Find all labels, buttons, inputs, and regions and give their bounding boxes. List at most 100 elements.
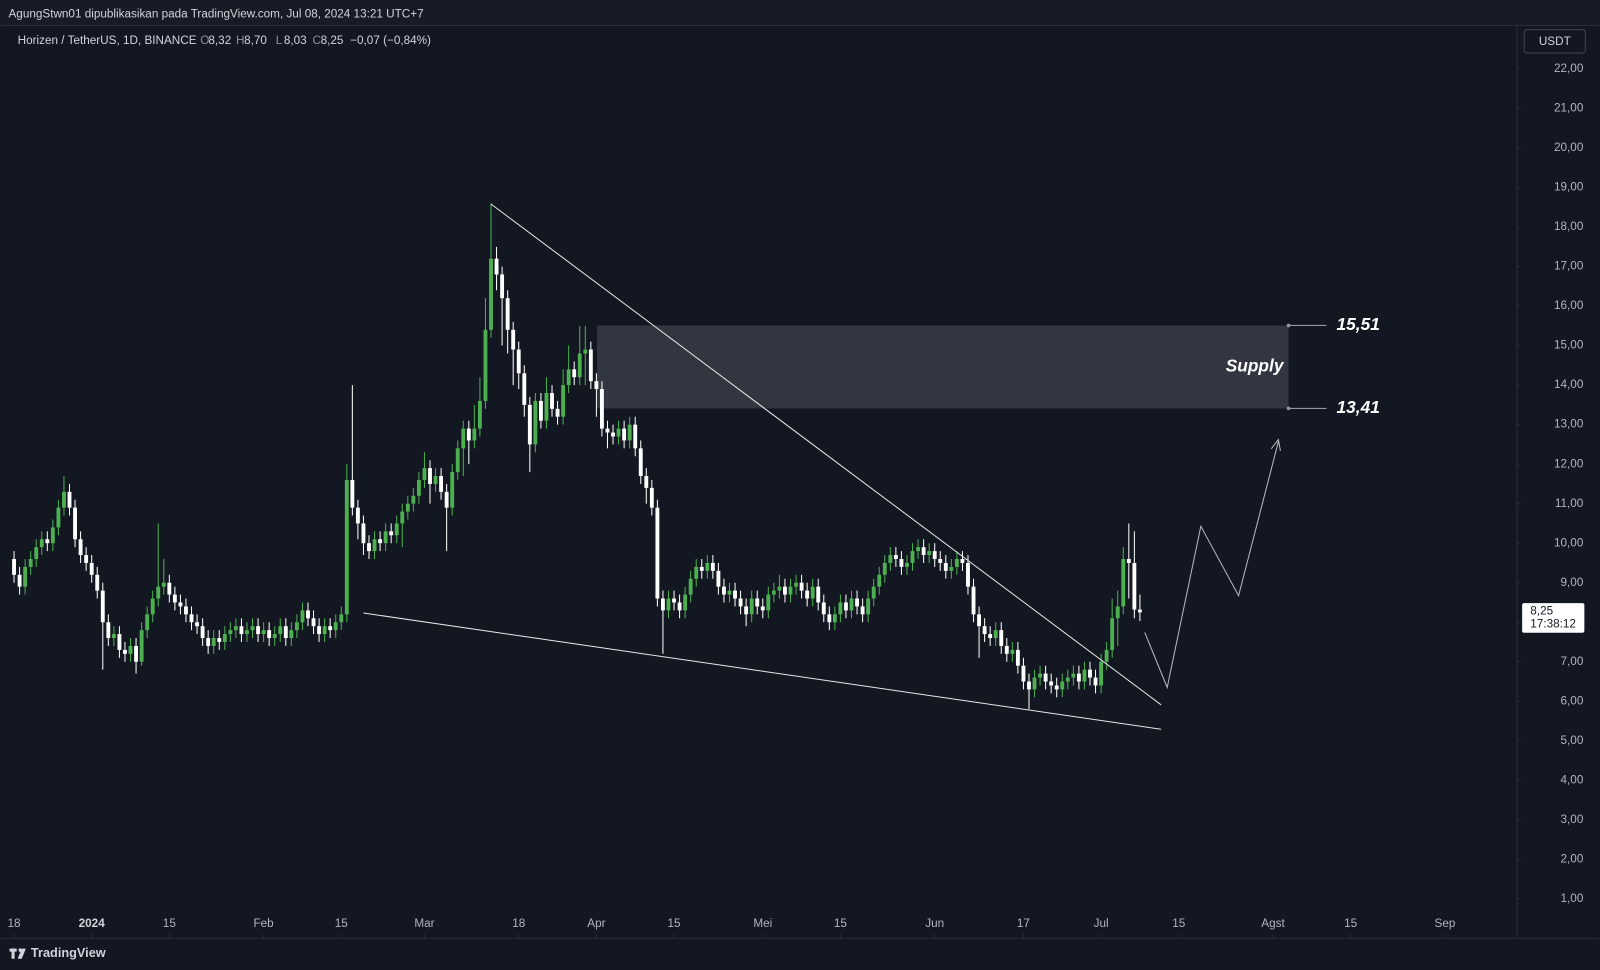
candle-body: [799, 582, 804, 591]
candle-body: [705, 562, 710, 571]
candle-body: [256, 626, 261, 635]
tradingview-logo: [9, 948, 26, 959]
candle-body: [727, 590, 732, 595]
candle-body: [477, 400, 482, 429]
candle-body: [494, 258, 499, 275]
currency-button[interactable]: [1523, 29, 1586, 54]
candle-body: [500, 274, 505, 299]
y-tick-label: 3,00: [1561, 813, 1584, 826]
candle-body: [866, 598, 871, 615]
candle-body: [1021, 665, 1026, 682]
y-tick-label: 12,00: [1554, 457, 1584, 470]
x-tick-label: Mei: [753, 917, 772, 930]
candle-body: [411, 495, 416, 504]
candle-body: [383, 531, 388, 544]
candle-body: [599, 389, 604, 429]
x-tick-label: 17: [1017, 917, 1030, 930]
x-tick-label: 2024: [79, 917, 106, 930]
candle-body: [860, 606, 865, 615]
candle-body: [444, 491, 449, 508]
candle-body: [1099, 661, 1104, 686]
candle-body: [1076, 673, 1081, 682]
candle-body: [1137, 609, 1142, 613]
candle-body: [516, 349, 521, 374]
candle-body: [594, 381, 599, 390]
supply-level-point: [1286, 323, 1291, 328]
candle-body: [200, 626, 205, 639]
candle-body: [1104, 649, 1109, 662]
y-tick-label: 21,00: [1554, 102, 1584, 115]
candle-body: [677, 602, 682, 611]
candle-body: [672, 598, 676, 603]
candle-body: [605, 428, 610, 433]
x-tick-label: 18: [8, 917, 22, 930]
candle-body: [350, 479, 355, 508]
candle-body: [1132, 562, 1137, 610]
candle-body: [577, 353, 582, 378]
candle-body: [805, 590, 810, 599]
candle-body: [1027, 681, 1031, 690]
countdown: 17:38:12: [1530, 618, 1576, 631]
candle-body: [267, 630, 272, 639]
candle-body: [716, 570, 721, 587]
candle-body: [300, 610, 305, 623]
candle-body: [455, 448, 460, 473]
candle-body: [1088, 669, 1092, 678]
candle-body: [100, 590, 105, 623]
candle-body: [328, 626, 333, 631]
candle-body: [150, 598, 155, 615]
projection-path: [1144, 441, 1279, 690]
candle-body: [206, 638, 211, 646]
supply-label: Supply: [1226, 356, 1285, 376]
candle-body: [999, 630, 1004, 646]
candle-body: [794, 582, 798, 587]
candle-body: [28, 559, 33, 567]
candle-body: [733, 590, 737, 599]
candle-body: [960, 559, 965, 563]
candle-body: [943, 562, 948, 571]
y-tick-label: 2,00: [1561, 852, 1584, 865]
candle-body: [89, 562, 94, 575]
candle-body: [372, 539, 377, 552]
candle-body: [694, 566, 699, 579]
candle-body: [428, 468, 432, 484]
candle-body: [511, 329, 516, 350]
candle-body: [844, 602, 848, 611]
candle-body: [771, 590, 776, 595]
candle-body: [611, 432, 615, 437]
candle-body: [1004, 645, 1009, 654]
last-price-label: 8,25: [1530, 604, 1553, 617]
candle-body: [1115, 606, 1120, 619]
y-tick-label: 9,00: [1561, 576, 1584, 589]
candle-body: [50, 527, 55, 544]
candle-body: [738, 598, 743, 607]
legend-key: O: [200, 34, 209, 47]
candle-body: [250, 626, 255, 631]
x-tick-label: 15: [1344, 917, 1358, 930]
candle-body: [555, 408, 560, 417]
supply-zone: [597, 325, 1289, 409]
y-tick-label: 14,00: [1554, 378, 1584, 391]
candle-body: [849, 598, 854, 611]
y-tick-label: 1,00: [1561, 892, 1584, 905]
candle-body: [400, 511, 405, 524]
candle-body: [622, 428, 627, 441]
candle-body: [877, 574, 882, 587]
candle-body: [73, 507, 77, 540]
x-tick-label: Feb: [254, 917, 275, 930]
legend-value: 8,03: [284, 34, 307, 47]
candle-body: [644, 476, 649, 488]
projection-arrowhead: [1270, 438, 1281, 451]
candle-body: [899, 559, 904, 567]
candle-body: [760, 606, 765, 611]
candle-body: [222, 634, 227, 642]
candle-body: [195, 622, 200, 627]
x-tick-label: Apr: [587, 917, 605, 930]
candle-body: [971, 586, 976, 615]
currency-label[interactable]: USDT: [1539, 35, 1571, 48]
candle-body: [134, 645, 138, 662]
x-tick-label: Jul: [1094, 917, 1109, 930]
candle-body: [111, 634, 116, 639]
